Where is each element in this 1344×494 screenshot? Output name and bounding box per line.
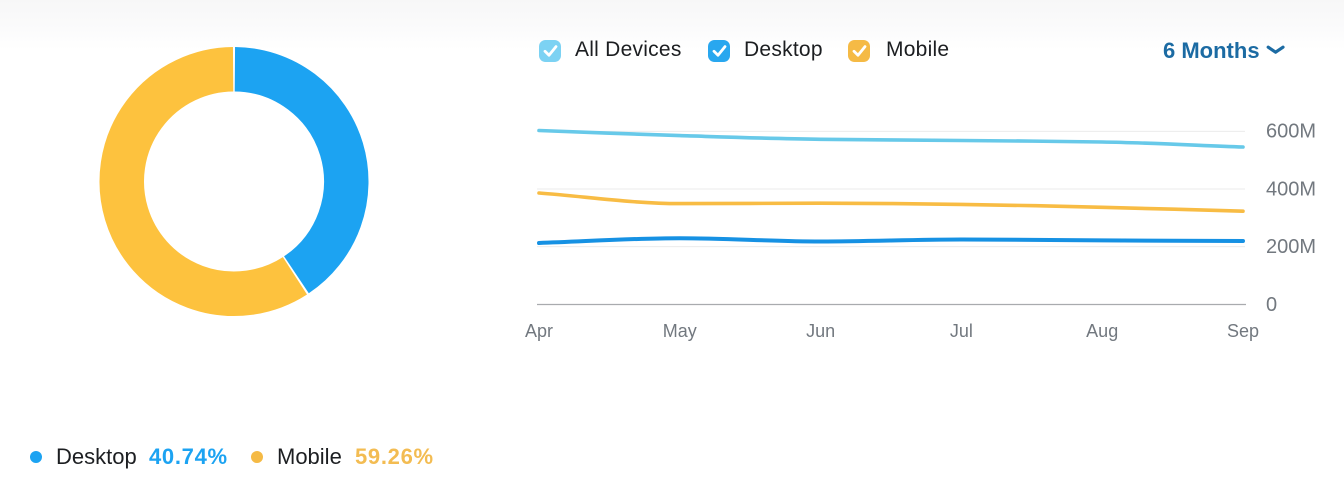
svg-text:0: 0 bbox=[1266, 294, 1277, 316]
svg-text:600M: 600M bbox=[1266, 121, 1316, 143]
svg-text:400M: 400M bbox=[1266, 178, 1316, 200]
svg-text:Jul: Jul bbox=[950, 321, 973, 341]
svg-text:Apr: Apr bbox=[525, 321, 553, 341]
svg-text:200M: 200M bbox=[1266, 236, 1316, 258]
svg-text:Aug: Aug bbox=[1086, 321, 1118, 341]
svg-text:May: May bbox=[663, 321, 697, 341]
svg-text:Sep: Sep bbox=[1227, 321, 1259, 341]
svg-text:Jun: Jun bbox=[806, 321, 835, 341]
